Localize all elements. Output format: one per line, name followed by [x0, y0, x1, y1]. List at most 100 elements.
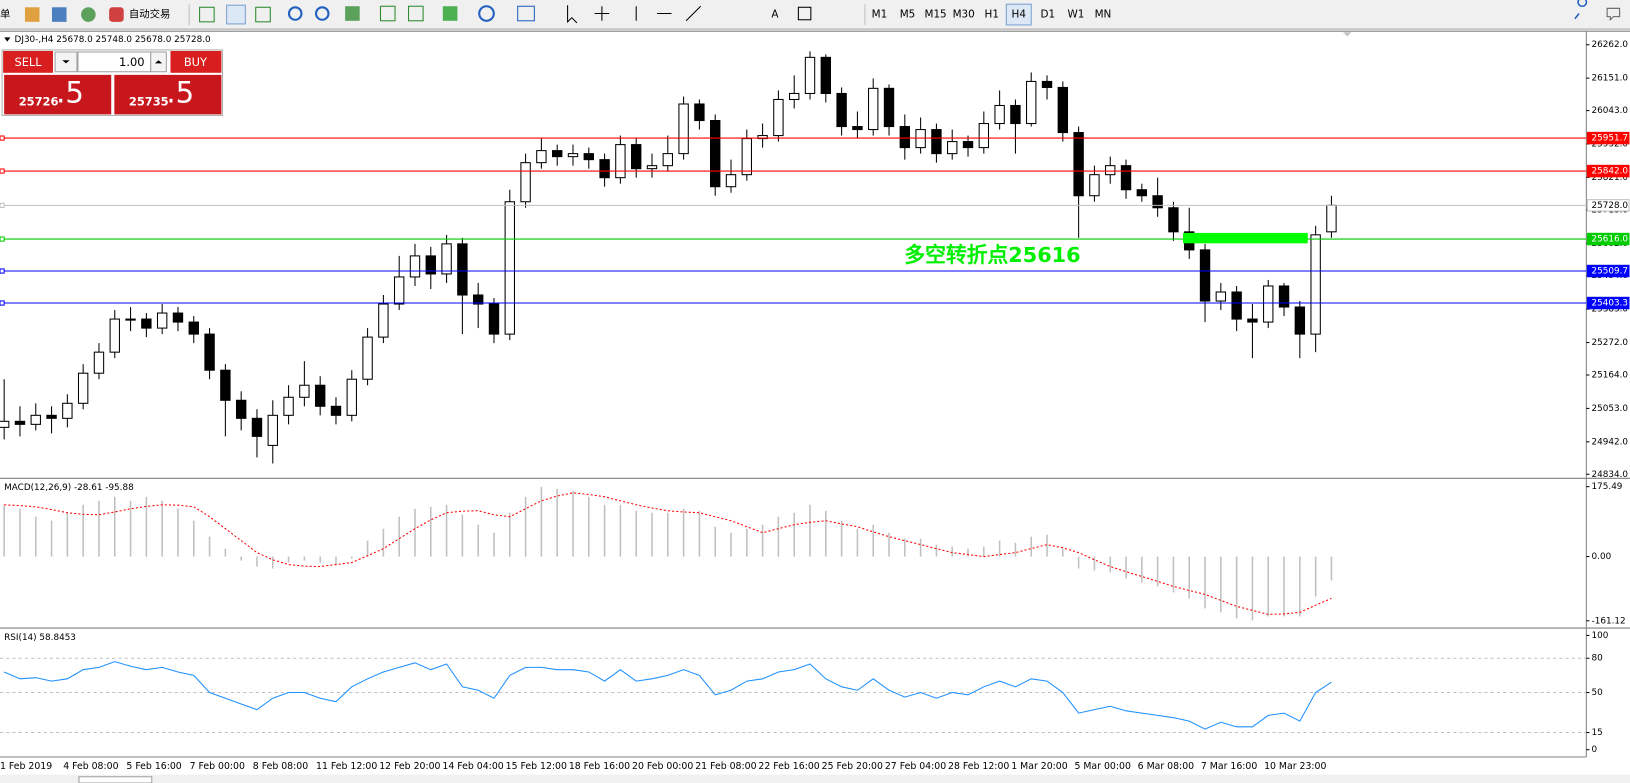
icon[interactable] [517, 5, 535, 22]
auto-trading[interactable]: 自动交易 [129, 8, 171, 21]
timeframe-button[interactable]: M1 [872, 9, 888, 21]
y-tick-label: 26262.0 [1592, 40, 1629, 50]
candle-body [1152, 195, 1163, 209]
icon[interactable] [226, 4, 246, 25]
x-tick-label: 4 Feb 08:00 [63, 761, 118, 772]
candle-body [14, 420, 26, 425]
price-label: 25728.0 [1592, 201, 1629, 211]
candle-body [346, 378, 357, 416]
candle-body [1136, 189, 1148, 197]
candle-body [899, 126, 911, 149]
x-tick-label: 18 Feb 16:00 [569, 761, 630, 772]
candle-body [0, 420, 10, 428]
candle-body [836, 92, 847, 128]
bid-fraction[interactable]: .5 [56, 76, 84, 110]
price-label: 25616.0 [1592, 235, 1629, 245]
chat-icon[interactable] [1606, 7, 1621, 22]
candle-body [283, 396, 294, 416]
timeframe-button[interactable]: H4 [1012, 9, 1027, 21]
y-tick-label: -161.12 [1592, 616, 1626, 626]
ask-box[interactable] [114, 74, 222, 115]
search-icon[interactable] [1574, 0, 1588, 20]
candle-body [978, 123, 990, 149]
line-handle [0, 168, 5, 174]
candle-body [662, 153, 673, 167]
timeframe-button[interactable]: H1 [985, 9, 999, 21]
candle-body [725, 174, 737, 188]
icon[interactable] [345, 6, 360, 21]
icon[interactable] [24, 7, 40, 22]
text-icon[interactable]: A [771, 9, 779, 21]
x-tick-label: 15 Feb 12:00 [506, 761, 567, 772]
icon[interactable] [51, 7, 67, 22]
candle-body [536, 150, 547, 164]
bid-box[interactable] [4, 74, 112, 115]
auto-trading-icon[interactable] [109, 7, 124, 22]
x-tick-label: 5 Feb 16:00 [126, 761, 181, 772]
price-label: 25509.7 [1592, 267, 1629, 277]
line-handle [0, 236, 5, 242]
icon[interactable] [81, 7, 96, 22]
bid-main[interactable]: 25726 [19, 94, 59, 108]
line-handle [0, 300, 5, 306]
icon[interactable] [255, 6, 271, 23]
price-label: 25842.0 [1592, 167, 1629, 177]
candle-body [820, 56, 832, 94]
icon[interactable] [442, 6, 458, 21]
x-tick-label: 25 Feb 20:00 [822, 761, 883, 772]
ask-fraction[interactable]: .5 [166, 76, 194, 110]
y-tick-label: 0.00 [1592, 552, 1612, 562]
icon[interactable] [287, 6, 303, 21]
highlight-bar [1182, 232, 1308, 244]
shift-marker [1343, 32, 1352, 37]
icon[interactable] [478, 5, 495, 22]
lots-value[interactable]: 1.00 [119, 55, 144, 69]
menu-label[interactable]: 单 [0, 9, 10, 21]
icon[interactable] [379, 5, 396, 22]
candle-body [1310, 234, 1321, 335]
price-label-bg [1586, 199, 1630, 212]
y-tick-label: 25383.0 [1592, 305, 1629, 315]
timeframe-button[interactable]: M15 [925, 9, 947, 21]
crosshair-icon[interactable] [594, 6, 610, 21]
x-tick-label: 8 Feb 08:00 [253, 761, 308, 772]
candle-body [62, 402, 73, 419]
candle-body [520, 162, 531, 203]
candle-body [694, 103, 705, 122]
y-tick-label: 26151.0 [1592, 74, 1629, 84]
x-tick-label: 27 Feb 04:00 [885, 761, 946, 772]
rsi-line [3, 661, 1332, 730]
candle-body [1199, 249, 1211, 302]
y-tick-label: 100 [1592, 631, 1609, 641]
label-icon[interactable] [797, 6, 812, 21]
ask-main[interactable]: 25735 [129, 94, 169, 108]
buy-button[interactable] [170, 50, 222, 73]
timeframe-button[interactable]: M30 [953, 9, 975, 21]
price-label-bg [1586, 296, 1630, 310]
timeframe-button[interactable]: M5 [900, 9, 916, 21]
candle-body [1278, 285, 1290, 308]
line-icons[interactable] [635, 5, 702, 22]
timeframe-button[interactable]: D1 [1041, 9, 1056, 21]
candle-body [551, 150, 563, 158]
timeframe-button[interactable]: W1 [1067, 9, 1084, 21]
candle-body [773, 98, 784, 137]
buy-label[interactable]: BUY [184, 55, 207, 69]
sell-button[interactable] [3, 50, 54, 73]
sell-label[interactable]: SELL [14, 55, 42, 69]
icon[interactable] [199, 6, 215, 23]
candle-body [77, 372, 89, 404]
candle-body [93, 351, 105, 374]
candle-body [1231, 291, 1242, 320]
chart-tab[interactable] [78, 776, 153, 783]
icon[interactable] [408, 5, 424, 22]
cursor-icon[interactable] [567, 5, 578, 24]
icon[interactable] [314, 6, 330, 21]
candle-body [868, 87, 879, 131]
candle-body [378, 303, 389, 338]
x-tick-label: 1 Mar 20:00 [1011, 761, 1067, 772]
x-tick-label: 12 Feb 20:00 [379, 761, 440, 772]
timeframes: M1 M5 M15 M30 H1 H4 D1 W1 MN [872, 3, 1112, 26]
timeframe-button[interactable]: MN [1095, 9, 1112, 21]
x-tick-label: 20 Feb 00:00 [632, 761, 693, 772]
